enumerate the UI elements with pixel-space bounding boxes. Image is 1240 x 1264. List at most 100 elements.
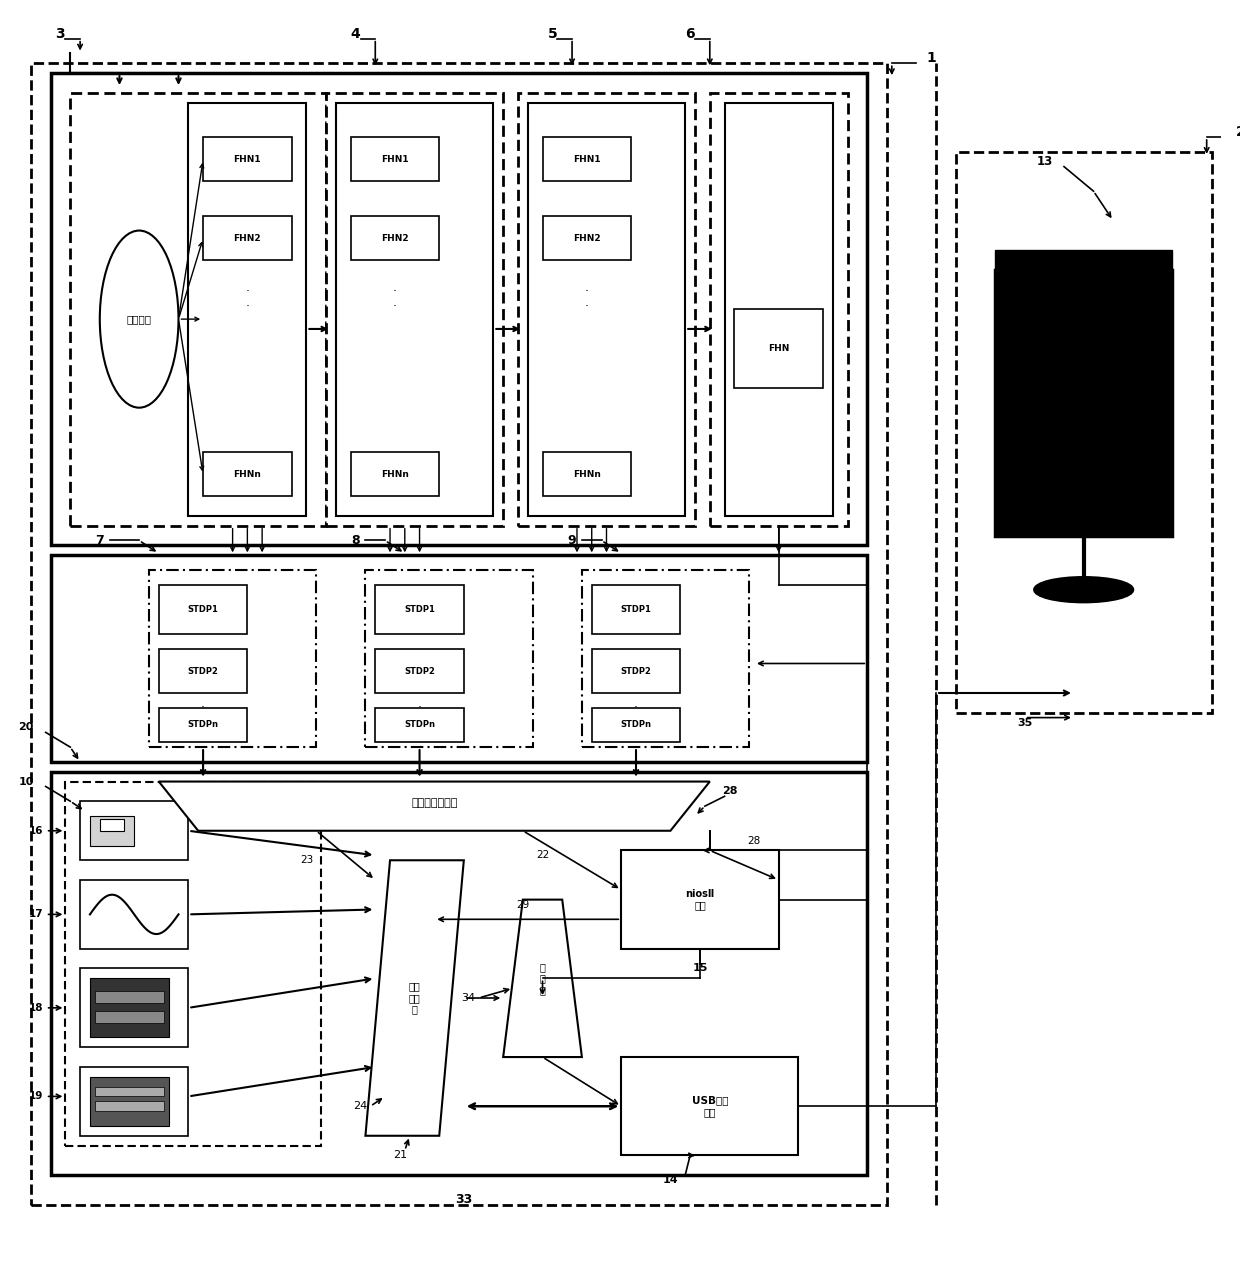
Bar (376, 585, 464, 635)
Text: USB接口
模块: USB接口 模块 (692, 1096, 728, 1117)
Bar (95, 1101, 164, 1111)
Bar (81, 801, 188, 861)
Text: STDP2: STDP2 (620, 667, 651, 676)
Text: 19: 19 (29, 1091, 43, 1101)
Text: niosⅡ
处核: niosⅡ 处核 (686, 889, 714, 910)
Bar (326, 92, 503, 526)
Text: 6: 6 (686, 27, 694, 40)
Bar (51, 73, 867, 546)
Bar (621, 1057, 799, 1155)
Text: 17: 17 (29, 909, 43, 919)
Bar (51, 772, 867, 1176)
Text: ·
·: · · (585, 286, 589, 313)
Bar (518, 92, 696, 526)
Bar (188, 102, 306, 516)
Text: 13: 13 (1037, 155, 1053, 168)
Text: 24: 24 (353, 1101, 367, 1111)
Bar (591, 648, 681, 693)
Bar (203, 216, 291, 260)
Text: 16: 16 (29, 825, 43, 836)
Text: FHN2: FHN2 (573, 234, 600, 243)
Text: STDP2: STDP2 (404, 667, 435, 676)
Text: 28: 28 (722, 786, 738, 796)
Text: 22: 22 (536, 851, 549, 861)
Ellipse shape (99, 230, 179, 408)
Text: 14: 14 (662, 1176, 678, 1186)
Bar (91, 817, 134, 846)
Text: ·
·: · · (246, 286, 249, 313)
Text: STDPn: STDPn (404, 720, 435, 729)
Text: 8: 8 (351, 533, 360, 547)
Text: ·: · (418, 702, 422, 714)
Text: 10: 10 (19, 776, 33, 786)
Bar (621, 851, 779, 949)
Bar (543, 137, 631, 181)
Text: 21: 21 (393, 1150, 407, 1160)
Bar (591, 708, 681, 742)
Bar (956, 152, 1211, 713)
Bar (336, 102, 494, 516)
Bar (351, 137, 439, 181)
Bar (51, 555, 867, 762)
Text: ·: · (201, 702, 205, 714)
Bar (159, 585, 247, 635)
Bar (95, 1087, 164, 1096)
Bar (582, 570, 749, 747)
Text: 三路数据选择器: 三路数据选择器 (412, 798, 458, 808)
Bar (81, 968, 188, 1047)
Text: 29: 29 (516, 900, 529, 910)
Bar (66, 781, 321, 1145)
Bar (528, 102, 686, 516)
Bar (351, 216, 439, 260)
Bar (543, 216, 631, 260)
Text: 2: 2 (1236, 125, 1240, 139)
Text: 33: 33 (455, 1193, 472, 1206)
Text: FHNn: FHNn (381, 470, 409, 479)
Text: FHN1: FHN1 (573, 155, 600, 164)
Bar (996, 250, 1172, 270)
Text: 5: 5 (548, 27, 557, 40)
Text: 7: 7 (95, 533, 104, 547)
Text: 23: 23 (300, 856, 312, 866)
Bar (95, 1011, 164, 1023)
Bar (376, 648, 464, 693)
Text: FHN1: FHN1 (233, 155, 262, 164)
Bar (71, 92, 326, 526)
Bar (31, 63, 887, 1205)
Bar (351, 453, 439, 497)
Text: 分
路
器: 分 路 器 (539, 962, 546, 995)
Text: FHN2: FHN2 (381, 234, 409, 243)
Bar (81, 1067, 188, 1136)
Bar (366, 570, 533, 747)
Text: 刺激信号: 刺激信号 (126, 315, 151, 324)
Text: STDPn: STDPn (187, 720, 218, 729)
Text: 20: 20 (19, 723, 33, 732)
Text: STDP1: STDP1 (187, 605, 218, 614)
Text: 28: 28 (748, 836, 760, 846)
Text: 18: 18 (29, 1002, 43, 1012)
Text: 4: 4 (351, 27, 361, 40)
Text: STDP1: STDP1 (404, 605, 435, 614)
Text: 1: 1 (926, 52, 936, 66)
Bar (149, 570, 316, 747)
Bar (203, 137, 291, 181)
Text: 34: 34 (461, 994, 476, 1004)
Text: 3: 3 (56, 27, 66, 40)
Bar (159, 708, 247, 742)
Polygon shape (366, 861, 464, 1136)
Bar (91, 1077, 169, 1126)
Text: 数据
选择
器: 数据 选择 器 (409, 981, 420, 1015)
Bar (95, 991, 164, 1002)
Text: 15: 15 (692, 963, 708, 973)
Bar (996, 270, 1172, 536)
Bar (724, 102, 833, 516)
Text: STDPn: STDPn (620, 720, 651, 729)
Bar (159, 648, 247, 693)
Text: FHNn: FHNn (573, 470, 600, 479)
Polygon shape (503, 900, 582, 1057)
Bar (543, 453, 631, 497)
Bar (99, 819, 124, 830)
Ellipse shape (1034, 578, 1133, 602)
Text: ·
·: · · (393, 286, 397, 313)
Bar (591, 585, 681, 635)
